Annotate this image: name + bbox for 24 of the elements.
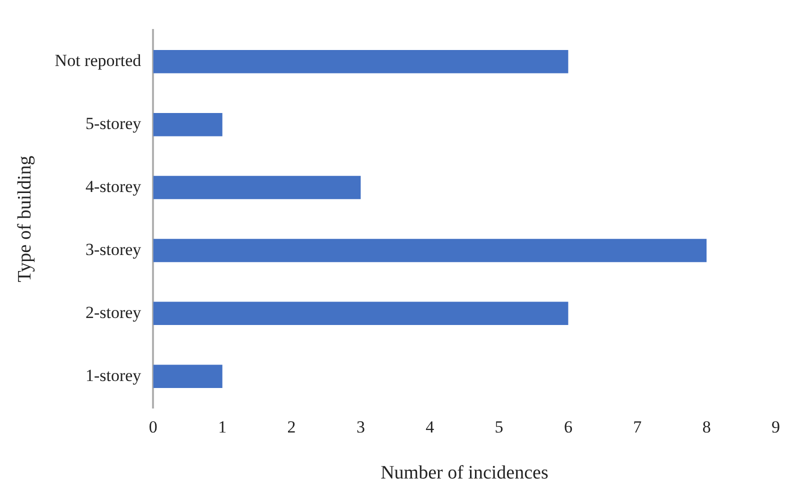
x-tick-label: 5 — [494, 417, 504, 436]
y-axis-title: Type of building — [14, 155, 36, 282]
bar — [153, 364, 222, 388]
x-tick-label: 6 — [564, 417, 572, 436]
y-tick-label: 5-storey — [85, 114, 142, 134]
y-tick-label: 4-storey — [85, 177, 142, 196]
x-tick-label: 8 — [702, 417, 711, 436]
x-axis-title: Number of incidences — [380, 462, 548, 484]
x-tick-label: 9 — [772, 417, 780, 436]
bar — [153, 176, 361, 200]
x-tick-label: 4 — [426, 417, 435, 436]
x-tick-label: 1 — [218, 417, 227, 436]
x-tick-label: 7 — [633, 417, 642, 436]
y-tick-label: 3-storey — [85, 240, 142, 259]
x-tick-label: 0 — [148, 417, 158, 436]
x-tick-label: 2 — [287, 417, 296, 436]
bar — [153, 302, 568, 326]
y-tick-label: 1-storey — [85, 366, 142, 385]
x-tick-label: 3 — [356, 417, 365, 436]
y-tick-label: 2-storey — [85, 302, 142, 322]
bar — [153, 238, 707, 262]
bar — [153, 50, 568, 74]
y-tick-label: Not reported — [54, 51, 142, 70]
bar — [153, 112, 222, 136]
